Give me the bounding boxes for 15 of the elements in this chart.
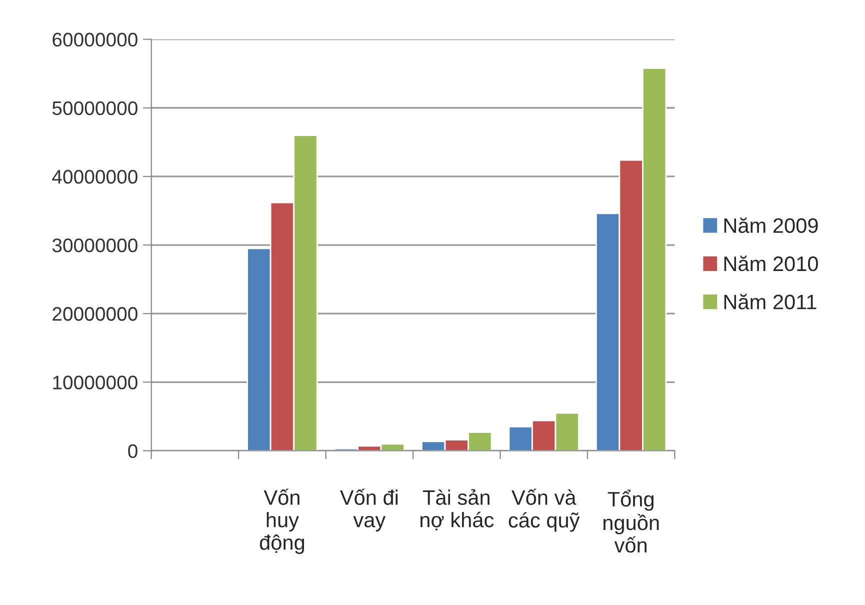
x-tick-label: Vốn và các quỹ: [508, 488, 580, 532]
x-tick-label: Vốn đi vay: [340, 488, 398, 532]
legend-label: Năm 2010: [724, 256, 818, 272]
legend-label: Năm 2011: [724, 294, 816, 310]
y-tick-label: 30000000: [52, 238, 138, 252]
x-tick-label: Vốn huy động: [260, 488, 304, 554]
y-tick-label: 0: [128, 444, 138, 458]
y-tick-label: 40000000: [52, 170, 138, 184]
y-tick-label: 50000000: [52, 101, 138, 116]
legend-label: Năm 2009: [724, 217, 818, 234]
y-tick-label: 20000000: [52, 307, 138, 321]
y-tick-label: 10000000: [53, 376, 138, 390]
x-tick-label: Tổng nguồn vốn: [604, 490, 659, 553]
x-tick-label: Tài sản nợ khác: [420, 489, 494, 530]
y-tick-label: 60000000: [52, 32, 138, 47]
